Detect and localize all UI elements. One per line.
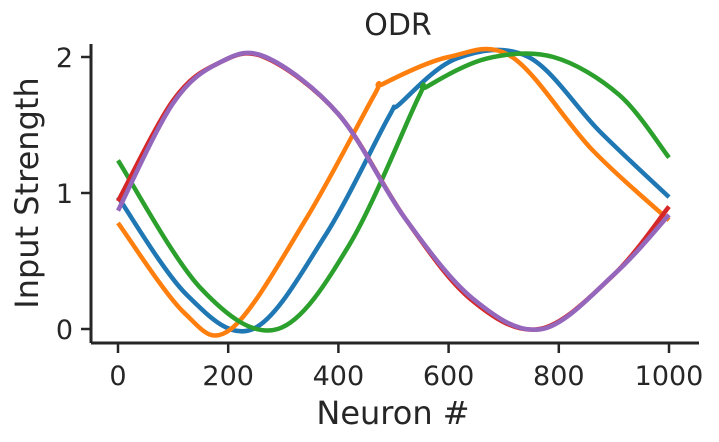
x-tick-label: 600 xyxy=(423,361,475,392)
series-line-2 xyxy=(116,46,671,338)
series-line-5 xyxy=(115,50,671,333)
y-axis-title: Input Strength xyxy=(8,77,46,308)
x-tick-label: 0 xyxy=(109,361,126,392)
x-tick-label: 200 xyxy=(202,361,254,392)
x-ticks: 0 200 400 600 800 1000 xyxy=(109,343,703,392)
x-tick-label: 1000 xyxy=(635,361,704,392)
series-line-3 xyxy=(116,51,671,333)
chart-title: ODR xyxy=(364,8,432,43)
plot-lines xyxy=(115,46,671,338)
y-tick-label: 0 xyxy=(56,315,73,346)
series-line-1 xyxy=(116,47,671,334)
x-axis-title: Neuron # xyxy=(316,394,469,432)
x-tick-label: 400 xyxy=(313,361,365,392)
y-tick-label: 2 xyxy=(56,43,73,74)
y-tick-label: 1 xyxy=(56,179,73,210)
x-tick-label: 800 xyxy=(533,361,585,392)
y-ticks: 0 1 2 xyxy=(56,43,91,346)
